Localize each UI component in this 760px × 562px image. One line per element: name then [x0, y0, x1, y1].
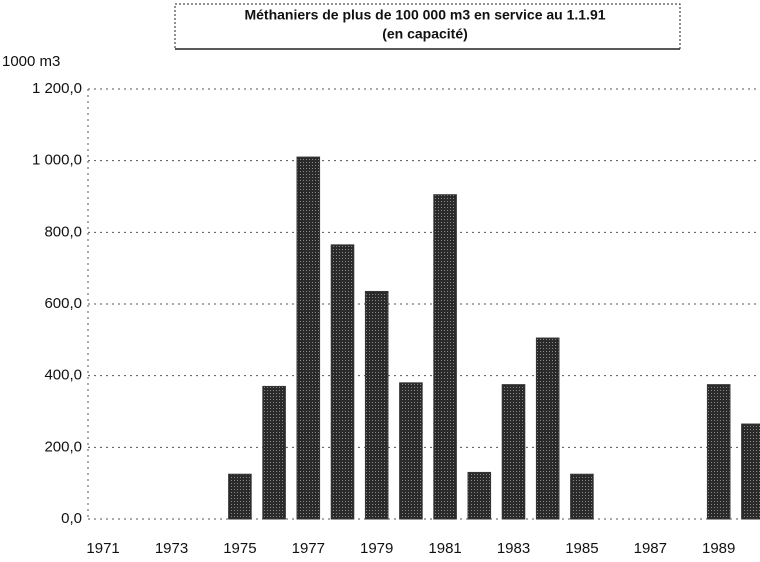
- y-tick-label: 200,0: [44, 438, 82, 455]
- y-tick-label: 1 000,0: [32, 152, 82, 169]
- bar: [433, 194, 457, 520]
- x-tick-label: 1977: [292, 540, 325, 557]
- x-tick-label: 1985: [565, 540, 598, 557]
- bar: [741, 423, 760, 520]
- x-tick-label: 1975: [223, 540, 256, 557]
- bar: [330, 244, 355, 520]
- chart-subtitle: (en capacité): [382, 26, 468, 42]
- y-tick-label: 600,0: [44, 295, 82, 312]
- y-tick-label: 1 200,0: [32, 80, 82, 97]
- title-box: [174, 3, 681, 50]
- x-tick-label: 1979: [360, 540, 393, 557]
- y-tick-label: 800,0: [44, 223, 82, 240]
- x-tick-label: 1983: [497, 540, 530, 557]
- x-tick-label: 1971: [86, 540, 119, 557]
- chart-title: Méthaniers de plus de 100 000 m3 en serv…: [244, 7, 605, 23]
- x-tick-label: 1981: [428, 540, 461, 557]
- x-tick-label: 1989: [702, 540, 735, 557]
- y-axis-label: 1000 m3: [2, 53, 60, 70]
- bar: [296, 156, 321, 520]
- y-tick-label: 0,0: [61, 510, 82, 527]
- bar: [364, 290, 389, 520]
- bar: [399, 382, 423, 520]
- bar: [262, 385, 286, 520]
- bar: [228, 473, 252, 520]
- bar: [501, 384, 526, 520]
- x-tick-label: 1987: [634, 540, 667, 557]
- bar: [467, 471, 492, 520]
- bar: [706, 384, 731, 520]
- bar: [535, 337, 560, 520]
- bar: [570, 473, 594, 520]
- x-tick-label: 1973: [155, 540, 188, 557]
- y-tick-label: 400,0: [44, 367, 82, 384]
